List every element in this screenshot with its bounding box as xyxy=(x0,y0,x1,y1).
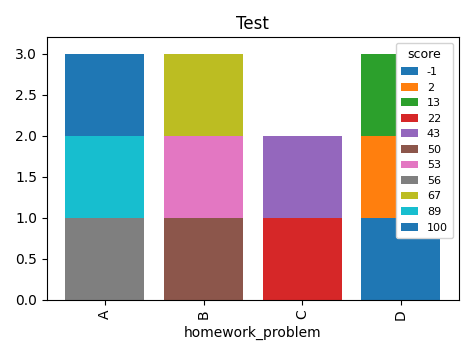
Title: Test: Test xyxy=(237,15,269,33)
Bar xyxy=(263,218,342,300)
Bar xyxy=(164,136,243,218)
Bar xyxy=(263,136,342,218)
X-axis label: homework_problem: homework_problem xyxy=(184,326,322,340)
Bar xyxy=(361,136,440,218)
Bar xyxy=(361,54,440,136)
Bar xyxy=(361,218,440,300)
Bar xyxy=(65,218,145,300)
Bar xyxy=(65,136,145,218)
Legend: -1, 2, 13, 22, 43, 50, 53, 56, 67, 89, 100: -1, 2, 13, 22, 43, 50, 53, 56, 67, 89, 1… xyxy=(396,43,454,238)
Bar xyxy=(164,54,243,136)
Bar xyxy=(65,54,145,136)
Bar xyxy=(164,218,243,300)
